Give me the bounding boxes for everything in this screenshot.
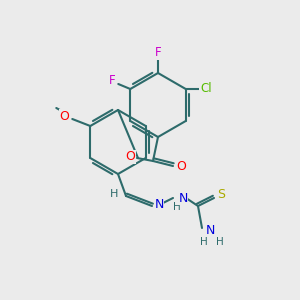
Text: N: N	[205, 224, 215, 236]
Text: N: N	[154, 199, 164, 212]
Text: H: H	[110, 189, 118, 199]
Text: Cl: Cl	[200, 82, 212, 95]
Text: H: H	[216, 237, 224, 247]
Text: H: H	[200, 237, 208, 247]
Text: F: F	[109, 74, 116, 86]
Text: O: O	[59, 110, 69, 122]
Text: S: S	[217, 188, 225, 202]
Text: H: H	[173, 202, 181, 212]
Text: O: O	[125, 151, 135, 164]
Text: N: N	[178, 191, 188, 205]
Text: F: F	[155, 46, 161, 59]
Text: O: O	[176, 160, 186, 173]
